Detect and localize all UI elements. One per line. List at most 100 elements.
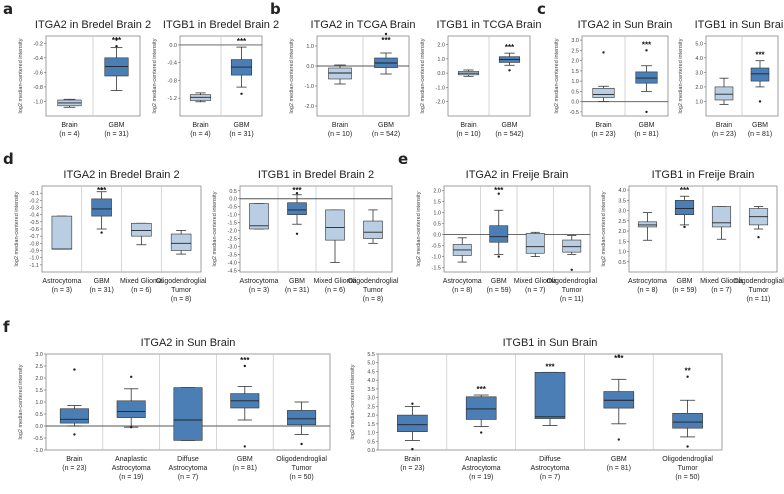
chart-11-group-2-n-count: (n = 7) bbox=[540, 474, 560, 481]
chart-2-group-1-n-count: (n = 542) bbox=[372, 131, 400, 138]
chart-0-ytick-label-3: -0.8 bbox=[34, 85, 43, 91]
chart-10-group-3-name-line-0: GBM bbox=[237, 456, 253, 463]
chart-10-ytick-label-6: 0.0 bbox=[35, 424, 43, 430]
chart-2-ytick-label-1: 0.0 bbox=[306, 64, 314, 70]
chart-4-group-1-box bbox=[635, 71, 658, 84]
chart-11-plot-frame bbox=[377, 353, 723, 451]
chart-0-group-0-n-count: (n = 4) bbox=[59, 131, 79, 138]
chart-10-group-1-box bbox=[116, 400, 146, 418]
chart-3-group-1-outlier-0 bbox=[508, 69, 511, 72]
chart-8-group-2-name-line-0: Mixed Glioma bbox=[514, 278, 557, 285]
chart-5-title: ITGB1 in Sun Brain bbox=[695, 19, 784, 31]
chart-6-ylabel: log2 median-centered intensity bbox=[14, 191, 20, 266]
chart-4-ytick-label-2: 2.0 bbox=[571, 59, 579, 65]
chart-10-group-1-outlier-1 bbox=[130, 426, 133, 429]
chart-7-ytick-label-1: 0.0 bbox=[229, 197, 237, 203]
chart-6-group-1-significance: *** bbox=[97, 186, 107, 195]
chart-6-ytick-label-0: -0.1 bbox=[30, 191, 39, 197]
chart-7-ytick-label-10: -4.5 bbox=[228, 268, 237, 274]
chart-9-ytick-label-3: 2.5 bbox=[618, 219, 626, 225]
chart-11-group-4-significance: ** bbox=[684, 367, 691, 376]
chart-6-group-2-box bbox=[131, 222, 152, 237]
chart-8-ytick-label-5: -0.5 bbox=[432, 244, 441, 250]
chart-4-group-0-n-count: (n = 23) bbox=[591, 131, 615, 138]
chart-10-group-4-box bbox=[287, 410, 317, 426]
chart-7-group-1-outlier-1 bbox=[295, 232, 299, 235]
chart-0-ytick-label-4: -1.0 bbox=[34, 99, 43, 105]
chart-3-group-1-significance: *** bbox=[505, 43, 515, 52]
chart-9-group-1-significance: *** bbox=[680, 186, 690, 195]
chart-11-group-2-significance: *** bbox=[545, 362, 555, 371]
chart-7-title: ITGB1 in Bredel Brain 2 bbox=[258, 169, 374, 181]
chart-10-group-0-outlier-1 bbox=[73, 433, 76, 436]
chart-8-ytick-label-1: 1.5 bbox=[433, 199, 441, 205]
chart-6-group-1-outlier-1 bbox=[100, 231, 103, 234]
panel-label-a: a bbox=[3, 0, 14, 18]
chart-6-group-3-n-count: (n = 8) bbox=[171, 296, 191, 303]
chart-10-group-2-n-count: (n = 7) bbox=[178, 474, 198, 481]
chart-4-ytick-label-4: 1.0 bbox=[571, 79, 579, 85]
chart-5-ytick-label-2: 3.0 bbox=[695, 70, 703, 76]
chart-10-group-2-name-line-1: Astrocytoma bbox=[169, 465, 208, 472]
chart-11-group-0-outlier-1 bbox=[411, 447, 414, 451]
chart-11-group-3-n-count: (n = 81) bbox=[607, 465, 631, 472]
chart-2-title: ITGA2 in TCGA Brain bbox=[311, 19, 416, 31]
chart-9-ytick-label-7: 0.5 bbox=[618, 260, 626, 266]
chart-0-group-1-n-count: (n = 31) bbox=[104, 131, 128, 138]
chart-c-itgb1-sun: ITGB1 in Sun Brain log2 median-centered i… bbox=[678, 19, 784, 138]
chart-3-title: ITGB1 in TCGA Brain bbox=[437, 19, 542, 31]
chart-8-ytick-label-0: 2.0 bbox=[433, 188, 441, 194]
chart-2-group-0-box bbox=[328, 67, 352, 80]
chart-6-ytick-label-2: -0.3 bbox=[30, 206, 39, 212]
chart-8-group-1-name-line-0: GBM bbox=[491, 278, 507, 285]
chart-9-ytick-label-5: 1.5 bbox=[618, 239, 626, 245]
chart-10-group-0-name-line-0: Brain bbox=[66, 456, 82, 463]
chart-4-ytick-label-1: 2.5 bbox=[571, 48, 579, 54]
chart-4-group-1-outlier-1 bbox=[645, 110, 648, 114]
chart-2-ytick-label-2: -1.0 bbox=[305, 84, 314, 90]
chart-2-group-0-n-count: (n = 10) bbox=[328, 131, 352, 138]
chart-6-ytick-label-7: -0.8 bbox=[30, 241, 39, 247]
chart-11-ylabel: log2 median-centered intensity bbox=[350, 364, 356, 439]
chart-b-itga2-tcga: ITGA2 in TCGA Brain log2 median-centered … bbox=[289, 19, 416, 138]
chart-6-group-3-box bbox=[170, 233, 192, 251]
chart-5-ytick-label-0: 5.0 bbox=[695, 41, 703, 47]
chart-0-group-1-significance: *** bbox=[112, 36, 122, 45]
chart-9-ylabel: log2 median-centered intensity bbox=[601, 191, 607, 266]
chart-1-ytick-label-3: -1.2 bbox=[168, 96, 177, 102]
chart-7-group-0-name-line-0: Astrocytoma bbox=[240, 278, 279, 285]
chart-8-ylabel: log2 median-centered intensity bbox=[416, 191, 422, 266]
chart-6-ytick-label-4: -0.5 bbox=[30, 220, 39, 226]
chart-3-group-0-name-line-0: Brain bbox=[460, 122, 476, 129]
panel-label-e: e bbox=[398, 150, 409, 168]
chart-3-group-1-n-count: (n = 542) bbox=[495, 131, 523, 138]
chart-4-ytick-label-5: 0.5 bbox=[571, 89, 579, 95]
chart-6-group-3-name-line-0: Oligodendroglial bbox=[156, 278, 207, 285]
chart-11-ytick-label-6: 2.5 bbox=[367, 404, 375, 410]
chart-1-ylabel: log2 median-centered intensity bbox=[152, 38, 158, 113]
chart-4-ytick-label-0: 3.0 bbox=[571, 38, 579, 44]
chart-4-ytick-label-6: 0.0 bbox=[571, 100, 579, 106]
chart-e-itgb1-freije: ITGB1 in Freije Brain log2 median-centere… bbox=[601, 169, 784, 303]
chart-0-ytick-label-1: -0.4 bbox=[34, 56, 43, 62]
chart-8-group-1-outlier-0 bbox=[497, 192, 500, 195]
chart-10-ytick-label-5: 0.5 bbox=[35, 412, 43, 418]
chart-10-ytick-label-2: 2.0 bbox=[35, 376, 43, 382]
chart-9-group-1-n-count: (n = 59) bbox=[672, 287, 696, 294]
chart-9-group-1-name-line-0: GBM bbox=[677, 278, 693, 285]
chart-2-group-1-name-line-0: GBM bbox=[378, 122, 394, 129]
chart-1-title: ITGB1 in Bredel Brain 2 bbox=[163, 19, 279, 31]
chart-d-itga2-bredel: ITGA2 in Bredel Brain 2 log2 median-cente… bbox=[14, 169, 207, 303]
chart-a-itgb1-bredel: ITGB1 in Bredel Brain 2 log2 median-cente… bbox=[152, 19, 279, 138]
chart-a-itga2-bredel: ITGA2 in Bredel Brain 2 log2 median-cente… bbox=[18, 19, 151, 138]
chart-10-group-2-name-line-0: Diffuse bbox=[177, 456, 199, 463]
chart-9-group-1-box bbox=[674, 200, 695, 215]
chart-11-group-1-box bbox=[465, 396, 497, 420]
chart-3-group-0-n-count: (n = 10) bbox=[456, 131, 480, 138]
chart-4-group-1-outlier-0 bbox=[645, 49, 648, 52]
panel-label-f: f bbox=[3, 318, 10, 336]
chart-9-group-3-n-count: (n = 11) bbox=[747, 296, 771, 303]
chart-4-title: ITGA2 in Sun Brain bbox=[578, 19, 673, 31]
chart-5-ytick-label-3: 2.0 bbox=[695, 85, 703, 91]
chart-4-ytick-label-7: -0.5 bbox=[570, 110, 579, 116]
